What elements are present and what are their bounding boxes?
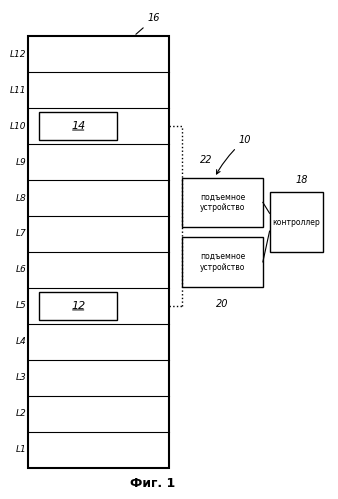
Text: L5: L5 [16,301,26,310]
Text: L2: L2 [16,409,26,418]
Text: L6: L6 [16,265,26,274]
Text: 20: 20 [216,299,229,309]
Text: подъемное
устройство: подъемное устройство [200,193,245,212]
Text: контроллер: контроллер [272,218,320,227]
Text: L10: L10 [10,122,26,131]
Text: L11: L11 [10,86,26,95]
Bar [40,112,117,140]
Text: подъемное
устройство: подъемное устройство [200,252,245,271]
Text: 18: 18 [295,175,308,185]
Bar [183,237,263,287]
Text: 14: 14 [71,121,85,131]
Bar [183,178,263,227]
Text: L7: L7 [16,230,26,239]
Bar [270,193,323,252]
Text: 22: 22 [200,155,213,165]
Text: 12: 12 [71,301,85,311]
Text: L8: L8 [16,194,26,203]
Text: L3: L3 [16,373,26,382]
Bar [28,36,169,468]
Text: Фиг. 1: Фиг. 1 [129,477,175,490]
Text: L1: L1 [16,445,26,455]
Text: L4: L4 [16,337,26,346]
Text: 10: 10 [217,135,251,174]
Text: L12: L12 [10,49,26,58]
Text: 16: 16 [136,13,160,34]
Bar [40,291,117,320]
Text: L9: L9 [16,158,26,167]
